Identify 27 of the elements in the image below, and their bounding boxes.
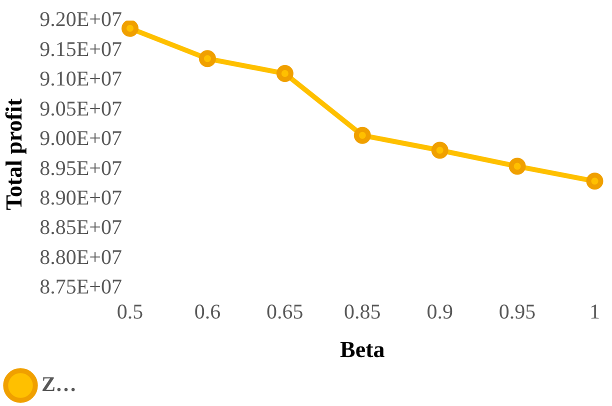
x-tick-label: 0.5 — [116, 299, 144, 324]
point — [508, 158, 526, 175]
y-tick-label: 9.10E+07 — [40, 66, 122, 91]
y-tick-label: 8.75E+07 — [40, 274, 122, 299]
y-tick-label: 8.90E+07 — [40, 186, 122, 210]
y-tick-label: 8.80E+07 — [40, 244, 122, 269]
x-axis-title: Beta — [340, 337, 386, 362]
x-tick-label: 1 — [590, 299, 600, 324]
point — [122, 20, 139, 37]
y-tick-label: 8.85E+07 — [40, 215, 122, 240]
point — [431, 142, 448, 159]
point — [198, 50, 216, 68]
y-axis-title: Total profit — [2, 98, 27, 210]
x-tick-label: 0.6 — [194, 299, 221, 324]
y-tick-label: 9.15E+07 — [40, 36, 122, 61]
x-tick-label: 0.95 — [498, 299, 536, 324]
x-tick-label: 0.85 — [344, 299, 381, 324]
x-tick-label: 0.9 — [426, 299, 453, 324]
y-tick-label: 9.20E+07 — [40, 7, 122, 32]
point — [276, 65, 294, 82]
legend-label: Z… — [42, 372, 77, 396]
point — [354, 126, 371, 144]
point — [586, 172, 604, 190]
x-tick-label: 0.65 — [266, 299, 304, 324]
y-tick-label: 8.95E+07 — [40, 156, 122, 180]
y-tick-label: 9.05E+07 — [40, 96, 122, 120]
y-tick-label: 9.00E+07 — [40, 126, 122, 150]
